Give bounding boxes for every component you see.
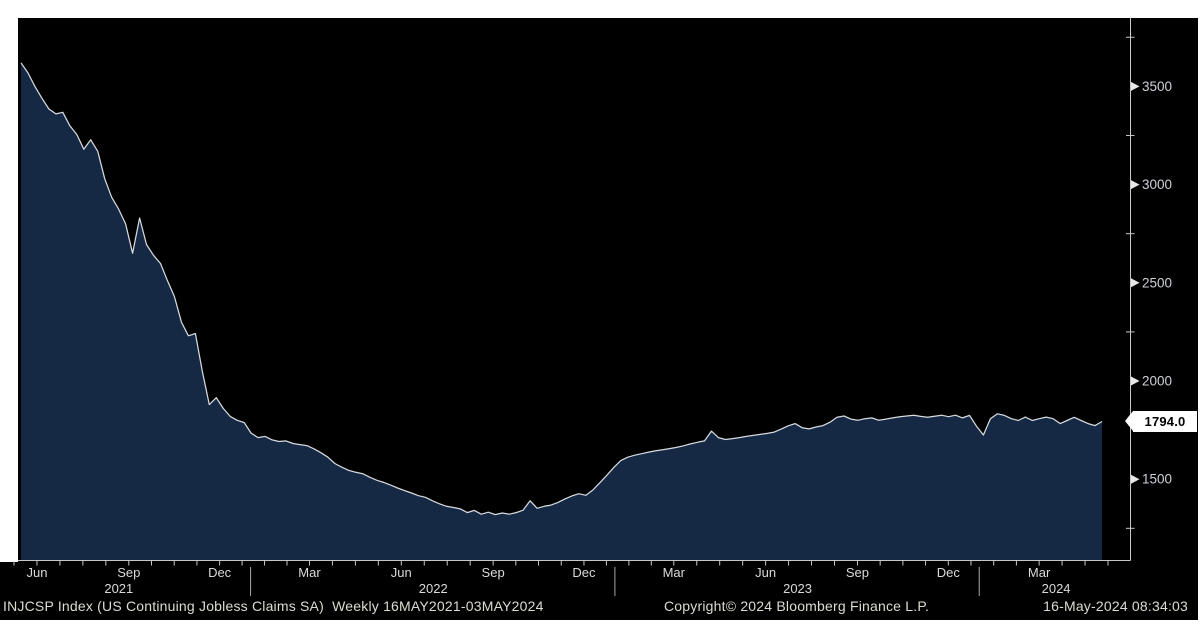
x-month-label: Sep xyxy=(846,565,869,580)
y-tick-label: 3000 xyxy=(1142,177,1172,192)
last-price-tag: 1794.0 xyxy=(1125,410,1197,432)
x-month-label: Jun xyxy=(26,565,47,580)
footer-bar: INJCSP Index (US Continuing Jobless Clai… xyxy=(0,597,1198,617)
area-series xyxy=(21,62,1102,561)
x-month-label: Sep xyxy=(117,565,140,580)
x-month-label: Jun xyxy=(391,565,412,580)
y-tick-arrow-icon xyxy=(1131,278,1140,288)
x-year-label: 2021 xyxy=(104,581,133,596)
y-tick-label: 3500 xyxy=(1142,79,1172,94)
y-tick-arrow-icon xyxy=(1131,81,1140,91)
x-month-label: Dec xyxy=(208,565,232,580)
y-tick-label: 2000 xyxy=(1142,374,1172,389)
last-price-value: 1794.0 xyxy=(1144,413,1186,429)
x-month-label: Dec xyxy=(572,565,596,580)
y-tick-arrow-icon xyxy=(1131,376,1140,386)
copyright-notice: Copyright© 2024 Bloomberg Finance L.P. xyxy=(664,598,930,614)
x-month-label: Dec xyxy=(937,565,961,580)
x-year-label: 2024 xyxy=(1042,581,1071,596)
y-tick-label: 2500 xyxy=(1142,275,1172,290)
y-tick-arrow-icon xyxy=(1131,474,1140,484)
timestamp: 16-May-2024 08:34:03 xyxy=(1043,598,1188,614)
x-month-label: Mar xyxy=(663,565,686,580)
y-tick-label: 1500 xyxy=(1142,472,1172,487)
security-description: INJCSP Index (US Continuing Jobless Clai… xyxy=(3,598,544,614)
x-month-label: Jun xyxy=(755,565,776,580)
left-margin xyxy=(0,18,18,562)
y-tick-arrow-icon xyxy=(1131,180,1140,190)
x-month-label: Mar xyxy=(298,565,321,580)
x-year-label: 2023 xyxy=(783,581,812,596)
x-year-label: 2022 xyxy=(419,581,448,596)
x-month-label: Sep xyxy=(482,565,505,580)
price-line xyxy=(20,62,1103,516)
x-month-label: Mar xyxy=(1028,565,1051,580)
